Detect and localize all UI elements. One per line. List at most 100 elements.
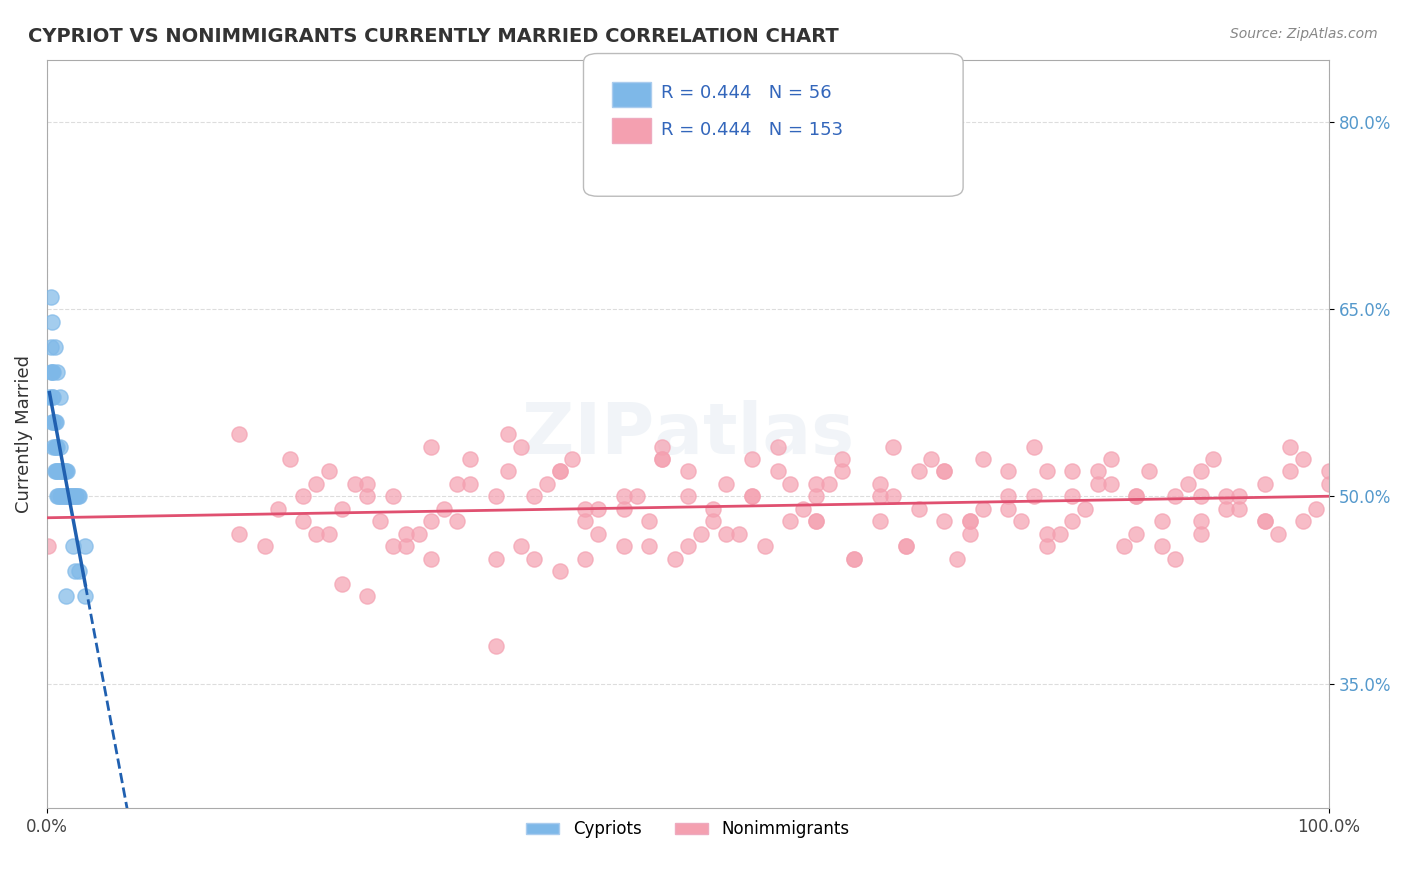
Point — [305, 527, 328, 541]
Point — [626, 490, 648, 504]
Point — [728, 527, 751, 541]
Point — [1152, 515, 1174, 529]
Point — [1164, 551, 1187, 566]
Point — [56, 490, 79, 504]
Point — [716, 527, 738, 541]
Point — [844, 551, 866, 566]
Point — [1035, 465, 1057, 479]
Point — [1215, 502, 1237, 516]
Point — [42, 365, 65, 379]
Point — [356, 490, 378, 504]
Point — [420, 440, 443, 454]
Point — [48, 465, 70, 479]
Point — [1189, 490, 1212, 504]
Point — [408, 527, 430, 541]
Point — [1202, 452, 1225, 467]
Point — [1022, 440, 1045, 454]
Point — [49, 465, 72, 479]
Point — [318, 465, 340, 479]
Point — [959, 527, 981, 541]
Point — [1227, 502, 1250, 516]
Point — [49, 490, 72, 504]
Point — [48, 465, 70, 479]
Point — [792, 502, 814, 516]
Point — [1022, 490, 1045, 504]
Point — [586, 502, 609, 516]
Point — [420, 551, 443, 566]
Point — [59, 490, 82, 504]
Point — [831, 465, 853, 479]
Point — [766, 440, 789, 454]
Point — [804, 515, 827, 529]
Point — [613, 539, 636, 553]
Point — [1253, 515, 1275, 529]
Point — [1010, 515, 1032, 529]
Point — [458, 452, 481, 467]
Point — [1215, 490, 1237, 504]
Point — [946, 551, 969, 566]
Point — [62, 490, 84, 504]
Point — [664, 551, 686, 566]
Point — [574, 502, 596, 516]
Point — [869, 515, 891, 529]
Point — [39, 365, 62, 379]
Point — [959, 515, 981, 529]
Point — [1125, 490, 1147, 504]
Point — [420, 515, 443, 529]
Point — [305, 477, 328, 491]
Point — [1189, 527, 1212, 541]
Point — [280, 452, 302, 467]
Point — [368, 515, 391, 529]
Y-axis label: Currently Married: Currently Married — [15, 355, 32, 513]
Point — [920, 452, 942, 467]
Point — [779, 515, 801, 529]
Point — [676, 490, 699, 504]
Point — [292, 490, 315, 504]
Point — [1035, 527, 1057, 541]
Point — [1049, 527, 1071, 541]
Point — [42, 390, 65, 404]
Point — [882, 490, 904, 504]
Point — [41, 415, 63, 429]
Point — [1279, 440, 1302, 454]
Point — [1074, 502, 1097, 516]
Point — [55, 465, 77, 479]
Point — [1062, 515, 1084, 529]
Point — [484, 490, 506, 504]
Point — [395, 539, 418, 553]
Point — [676, 539, 699, 553]
Point — [934, 515, 956, 529]
Point — [1112, 539, 1135, 553]
Point — [1317, 477, 1340, 491]
Point — [651, 452, 673, 467]
Point — [41, 365, 63, 379]
Point — [831, 452, 853, 467]
Point — [52, 465, 75, 479]
Point — [1279, 465, 1302, 479]
Point — [382, 539, 405, 553]
Point — [894, 539, 917, 553]
Point — [1189, 465, 1212, 479]
Point — [53, 490, 76, 504]
Point — [1099, 452, 1122, 467]
Point — [638, 515, 661, 529]
Point — [228, 527, 250, 541]
Point — [446, 515, 468, 529]
Point — [1087, 465, 1109, 479]
Point — [67, 564, 90, 578]
Point — [52, 490, 75, 504]
Point — [1253, 477, 1275, 491]
Point — [484, 639, 506, 653]
Point — [741, 490, 763, 504]
Point — [907, 465, 929, 479]
Point — [1137, 465, 1160, 479]
Point — [1125, 490, 1147, 504]
Point — [55, 589, 77, 603]
Point — [45, 415, 67, 429]
Point — [574, 551, 596, 566]
Point — [356, 589, 378, 603]
Point — [1152, 539, 1174, 553]
Point — [548, 465, 571, 479]
Point — [48, 490, 70, 504]
Point — [1292, 452, 1315, 467]
